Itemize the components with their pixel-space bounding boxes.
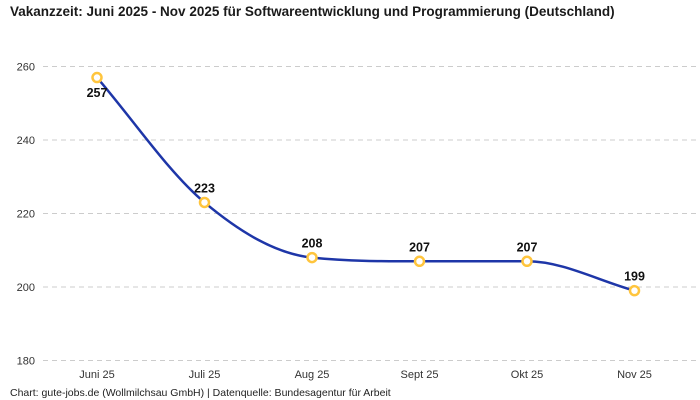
y-axis-tick-label: 180: [17, 356, 35, 368]
x-axis-tick-label: Sept 25: [401, 369, 439, 381]
data-point-marker[interactable]: [91, 71, 103, 84]
chart-title: Vakanzzeit: Juni 2025 - Nov 2025 für Sof…: [10, 4, 615, 19]
y-axis-tick-label: 200: [17, 282, 35, 294]
x-axis-tick-label: Okt 25: [511, 369, 543, 381]
x-axis-tick-label: Juni 25: [79, 369, 114, 381]
y-axis-tick-label: 220: [17, 209, 35, 221]
data-point-marker[interactable]: [198, 196, 211, 209]
chart-source-credit: Chart: gute-jobs.de (Wollmilchsau GmbH) …: [10, 387, 391, 399]
data-point-marker[interactable]: [521, 255, 533, 268]
data-point-marker[interactable]: [628, 284, 641, 297]
data-point-label: 208: [302, 237, 323, 251]
x-axis-tick-label: Nov 25: [617, 369, 652, 381]
data-point-label: 207: [517, 240, 538, 254]
y-axis-tick-label: 260: [17, 62, 35, 74]
series-line-path: [96, 76, 635, 292]
x-axis-tick-label: Juli 25: [189, 369, 221, 381]
x-axis-tick-label: Aug 25: [295, 369, 330, 381]
data-point-marker[interactable]: [413, 255, 426, 268]
data-point-label: 199: [624, 270, 645, 284]
data-point-label: 207: [409, 240, 430, 254]
data-point-marker[interactable]: [306, 251, 318, 264]
data-point-label: 257: [87, 86, 108, 100]
y-axis-tick-label: 240: [17, 135, 35, 147]
data-point-label: 223: [194, 181, 215, 195]
